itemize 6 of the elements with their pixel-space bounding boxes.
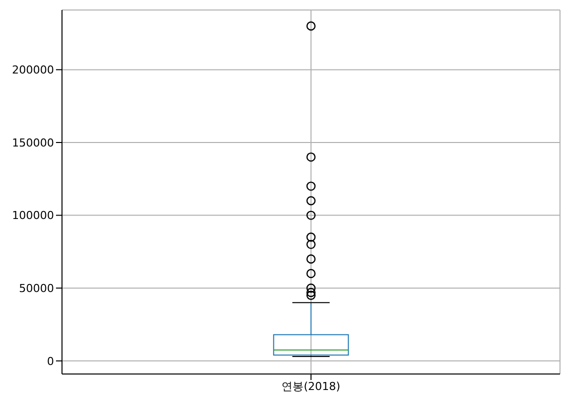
y-tick-label: 100000 xyxy=(12,209,54,222)
y-tick-label: 0 xyxy=(47,354,54,368)
y-tick-label: 150000 xyxy=(12,136,54,150)
y-tick-label: 50000 xyxy=(19,282,54,295)
x-tick-label: 연봉(2018) xyxy=(282,380,340,393)
y-tick-label: 200000 xyxy=(12,64,54,77)
